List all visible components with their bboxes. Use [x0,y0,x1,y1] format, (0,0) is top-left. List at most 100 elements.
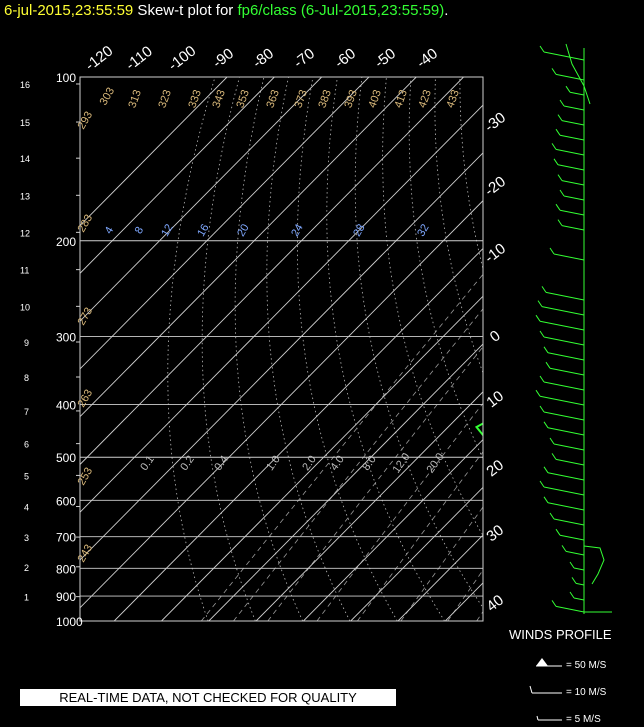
wind-barb [543,336,585,346]
height-tick-label: 5 [24,471,29,481]
wind-barb-feather [549,437,555,445]
dry-adiabat-label: 343 [210,88,228,109]
isotherm [80,200,483,609]
wind-upper-trace [565,43,591,105]
height-tick-label: 3 [24,533,29,543]
mixing-ratio-label: 12 [159,222,176,239]
wind-barb-feather [535,314,541,322]
wind-legend-50: = 50 M/S [566,660,607,671]
title-suffix: . [444,2,449,19]
isotherm [350,486,483,621]
dry-adiabat [326,77,445,621]
height-tick-label: 2 [24,563,29,573]
wind-barb-feather [561,545,567,552]
wind-barb [559,534,585,541]
wind-barb [573,567,585,571]
wind-lower-trace [583,545,605,585]
right-temp-label: 40 [483,592,507,616]
wind-barb [569,91,585,96]
wind-barb [565,550,585,556]
wind-barb-feather [555,528,561,536]
height-tick-label: 13 [20,191,30,201]
wind-barb-feather [549,247,555,255]
mixing-ratio-label: 16 [195,222,212,239]
wind-barb-feather [553,158,559,166]
height-tick-label: 9 [24,338,29,348]
wind-barb [563,105,585,111]
wind-barb-feather [543,466,549,474]
title-datetime: 6-jul-2015,23:55:59 [4,2,134,19]
wind-barb [539,320,585,331]
isotherm [80,77,228,227]
wind-barb-feather [571,577,577,584]
wind-barb-feather [569,561,575,569]
wind-barb [553,443,585,451]
wind-barb [543,486,585,496]
dry-adiabat-label: 313 [126,88,144,109]
isotherm [80,77,370,370]
wind-barb-feather [557,174,563,181]
wind-barb-feather [539,480,545,488]
wind-barb [541,306,585,316]
dry-adiabat [167,77,216,621]
chart-title: 6-jul-2015,23:55:59 Skew-t plot for fp6/… [4,2,448,19]
wind-barb-feather [557,219,563,226]
dry-adiabat-label: 333 [186,88,204,109]
wind-barb [547,502,585,511]
isotherm [80,152,483,561]
dry-adiabat [201,77,256,621]
pressure-tick-label: 1000 [56,615,83,629]
title-prefix: Skew-t plot for [133,2,238,19]
wind-barb-feather [535,389,541,397]
wind-legend-5-feather [536,715,539,721]
wind-barb [543,411,585,421]
isotherm [80,77,322,322]
wind-barb [573,597,585,601]
wind-legend-50-symbol [536,658,548,666]
isotherm [80,77,417,418]
wind-barb-feather [551,68,557,75]
isotherm [208,343,483,621]
pressure-tick-label: 100 [56,71,76,85]
isotherm [161,295,483,621]
wind-barb-feather [559,189,565,197]
height-tick-label: 15 [20,118,30,128]
dry-adiabat-label: 383 [316,88,334,109]
mixing-ratio-label: 32 [415,222,432,239]
dry-adiabat-label: 423 [416,88,434,109]
plot-area [80,77,483,621]
right-temp-label: 20 [483,457,507,481]
winds-profile-label: WINDS PROFILE [509,627,612,642]
dry-adiabat-label: 353 [234,88,252,109]
dry-adiabat [354,77,483,609]
pressure-tick-label: 200 [56,235,76,249]
wind-barb [563,195,585,201]
wind-barb [555,73,585,81]
wind-barb [543,381,585,391]
wind-barb-feather [543,421,549,429]
wind-barb-feather [541,286,547,293]
wind-barb-feather [539,45,545,53]
wind-barb-feather [551,453,557,460]
mixing-ratio-label: 20 [235,222,252,239]
wind-barb-feather [551,143,557,150]
height-tick-label: 4 [24,503,29,513]
wind-barb [547,427,585,436]
wind-barb-feather [537,300,543,307]
wind-barb-feather [539,375,545,383]
height-tick-label: 7 [24,407,29,417]
isotherm [113,247,483,621]
wind-barb [557,164,585,171]
quality-notice: REAL-TIME DATA, NOT CHECKED FOR QUALITY [20,689,396,706]
dry-adiabat-label: 323 [156,88,174,109]
pressure-tick-label: 700 [56,531,76,545]
height-tick-label: 11 [20,266,29,276]
isotherm [80,77,275,274]
height-tick-label: 8 [24,373,29,383]
wind-barb-feather [549,512,555,520]
isotherm [80,77,464,466]
wind-barb [561,120,585,126]
wind-barb [561,180,585,186]
